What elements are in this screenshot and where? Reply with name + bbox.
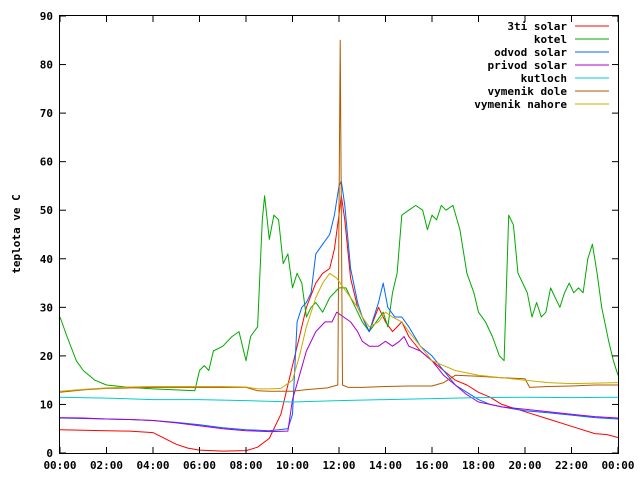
legend-label: odvod solar [494,46,567,59]
x-tick-label: 22:00 [555,459,588,472]
legend-label: vymenik nahore [474,98,567,111]
x-tick-label: 18:00 [462,459,495,472]
series-line-4 [59,311,619,433]
y-tick-label: 10 [40,398,53,411]
x-tick-label: 14:00 [369,459,402,472]
x-tick-label: 12:00 [322,459,355,472]
y-tick-label: 80 [40,59,53,72]
y-tick-label: 50 [40,204,53,217]
legend-label: kutloch [521,72,567,85]
series-line-1 [59,195,619,452]
x-tick-label: 10:00 [276,459,309,472]
x-tick-label: 04:00 [136,459,169,472]
x-tick-label: 02:00 [90,459,123,472]
x-tick-label: 00:00 [601,459,634,472]
plot-frame [59,15,619,454]
x-tick-label: 00:00 [43,459,76,472]
x-tick-label: 08:00 [229,459,262,472]
legend-label: kotel [534,33,567,46]
series-line-5 [59,396,619,403]
x-tick-label: 16:00 [415,459,448,472]
series-line-3 [59,180,619,432]
x-tick-label: 20:00 [508,459,541,472]
y-tick-label: 60 [40,156,53,169]
legend-label: vymenik dole [488,85,568,98]
y-axis: 0 10 20 30 40 50 60 70 80 90 [40,10,618,460]
legend-label: 3ti solar [507,20,567,33]
series-line-7 [59,272,619,392]
y-tick-label: 70 [40,107,53,120]
x-tick-label: 06:00 [183,459,216,472]
legend-label: privod solar [488,59,568,72]
y-axis-label: teplota ve C [10,194,23,273]
series-line-6 [59,39,618,393]
y-tick-label: 20 [40,350,53,363]
y-tick-label: 0 [46,447,53,460]
y-tick-label: 30 [40,301,53,314]
series-lines [59,39,619,452]
y-tick-label: 90 [40,10,53,23]
x-axis: 00:00 02:00 04:00 06:00 08:00 10:00 12:00 14:00… [43,16,635,472]
y-tick-label: 40 [40,253,53,266]
